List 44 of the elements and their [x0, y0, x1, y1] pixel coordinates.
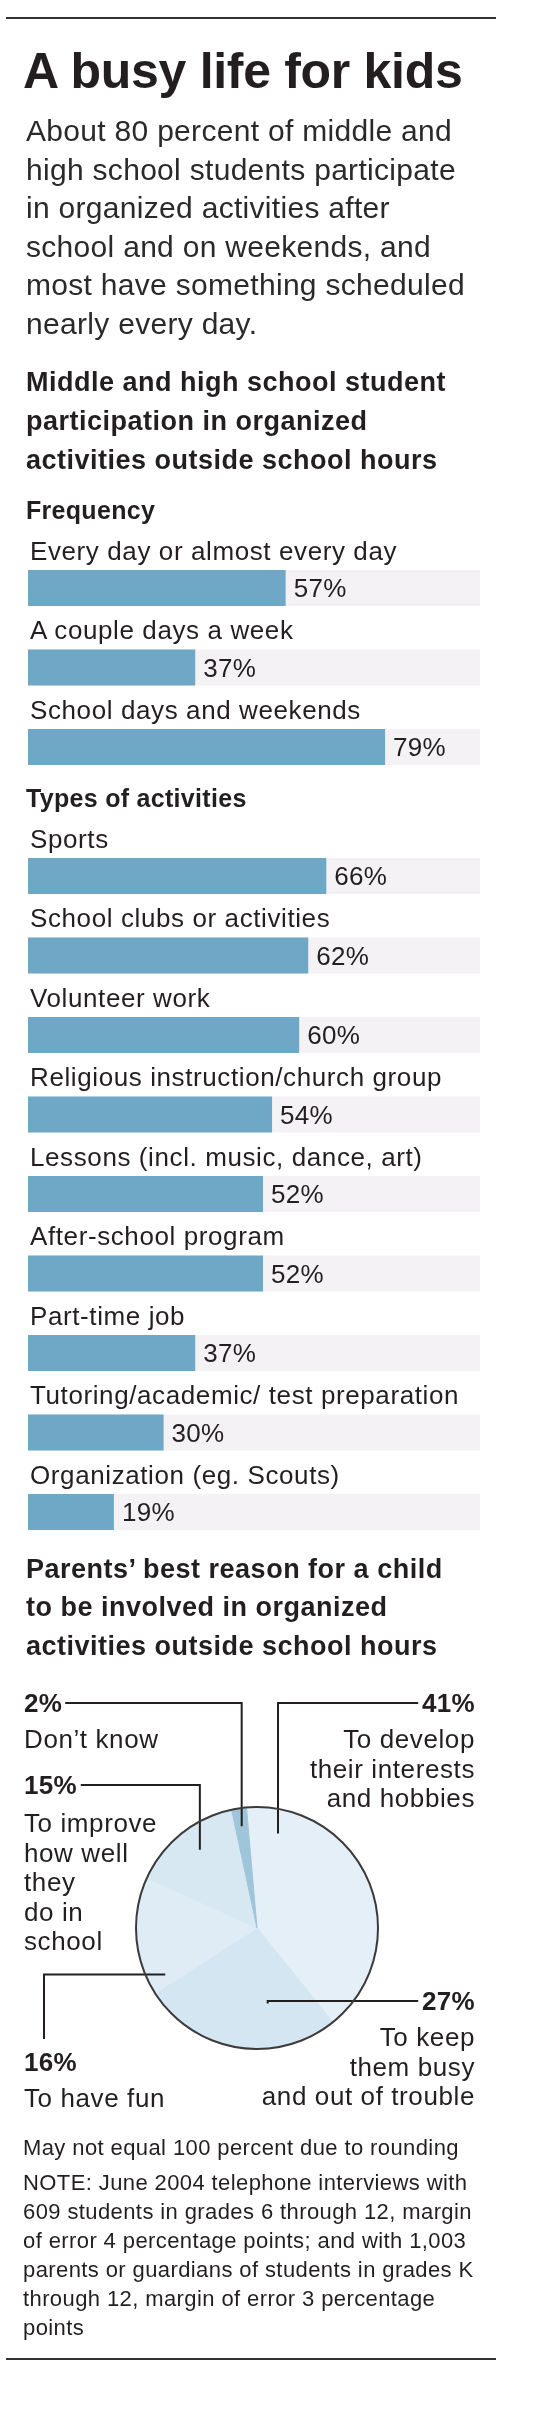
data-label: 19% — [121, 1497, 175, 1528]
data-label: 37% — [203, 652, 257, 683]
y-tick-label: Religious instruction/church group — [30, 1062, 443, 1093]
y-tick-label: Lessons (incl. music, dance, art) — [30, 1141, 423, 1172]
data-label: 41% — [422, 1688, 475, 1719]
data-label: 30% — [171, 1417, 225, 1448]
slice-label: To improve how well they do in school — [24, 1808, 158, 1957]
text: May not equal 100 percent due to rounding — [22, 2134, 460, 2163]
chart-subtitle: Frequency — [25, 494, 157, 525]
data-label: 66% — [334, 861, 388, 892]
slice-label: To develop their interests and hobbies — [309, 1724, 475, 1814]
text: A busy life for kids — [22, 42, 464, 100]
y-tick-label: School days and weekends — [30, 694, 361, 725]
y-tick-label: Tutoring/academic/ test preparation — [30, 1380, 460, 1411]
text: About 80 percent of middle and high school students participate in organized activities after school and on weekends, and most have something scheduled nearly every day. — [25, 113, 466, 342]
y-tick-label: Volunteer work — [30, 982, 211, 1013]
data-label: 57% — [293, 572, 347, 603]
data-label: 62% — [316, 940, 370, 971]
data-label: 37% — [203, 1338, 257, 1369]
data-label: 27% — [422, 1986, 475, 2017]
data-label: 79% — [393, 731, 447, 762]
y-tick-label: Every day or almost every day — [30, 535, 398, 566]
y-tick-label: Part-time job — [30, 1300, 186, 1331]
y-tick-label: Organization (eg. Scouts) — [30, 1459, 340, 1490]
data-label: 52% — [271, 1179, 324, 1210]
data-label: 16% — [24, 2047, 77, 2078]
y-tick-label: A couple days a week — [30, 614, 294, 645]
data-label: 15% — [24, 1770, 77, 1801]
data-label: 54% — [280, 1099, 334, 1130]
chart-title: Types of activities — [25, 783, 248, 814]
pie-slice — [231, 1807, 258, 1929]
y-tick-label: School clubs or activities — [30, 903, 331, 934]
slice-label: To have fun — [24, 2083, 166, 2114]
chart-title: Parents’ best reason for a child to be involved in organized activities outside school hours — [25, 1552, 444, 1663]
data-label: 2% — [24, 1688, 63, 1719]
data-label: 60% — [307, 1020, 361, 1051]
slice-label: To keep them busy and out of trouble — [261, 2022, 475, 2112]
y-tick-label: After-school program — [30, 1221, 285, 1252]
chart-title: Middle and high school student participation in organized activities outside school hours — [25, 365, 447, 477]
slice-label: Don’t know — [24, 1724, 159, 1755]
text: NOTE: June 2004 telephone interviews with 609 students in grades 6 through 12, margin of error 4 percentage points; and with 1,003 parents or guardians of students in grades K through 12, margin of error 3 percentage points — [22, 2169, 475, 2343]
bar — [28, 1494, 114, 1531]
y-tick-label: Sports — [30, 823, 109, 854]
data-label: 52% — [271, 1258, 324, 1289]
